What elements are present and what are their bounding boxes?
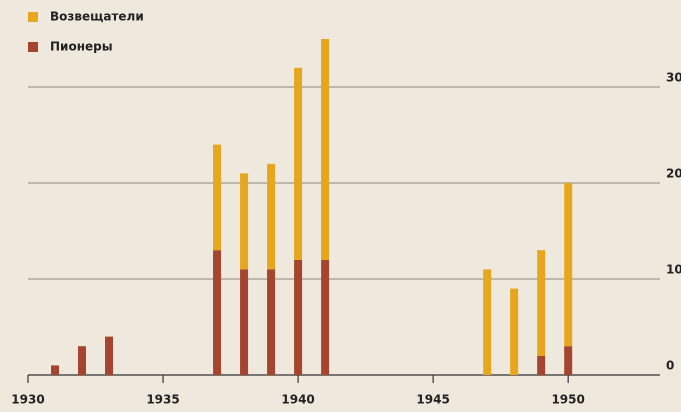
legend-swatch: [28, 12, 38, 22]
bar-segment: [78, 346, 87, 375]
bar-segment: [51, 365, 60, 375]
y-tick-label: 10: [666, 263, 681, 277]
bar-segment: [564, 183, 573, 347]
x-tick-label: 1930: [11, 393, 44, 407]
bar-segment: [105, 336, 114, 375]
y-tick-label: 20: [666, 167, 681, 181]
y-tick-label: 0: [666, 359, 674, 373]
bar-segment: [213, 250, 222, 375]
bar-segment: [321, 39, 330, 260]
x-tick-label: 1940: [281, 393, 314, 407]
bar-segment: [294, 259, 303, 375]
bar-segment: [537, 250, 546, 356]
x-tick-label: 1950: [551, 393, 584, 407]
bar-segment: [564, 346, 573, 375]
legend-swatch: [28, 42, 38, 52]
bar-segment: [510, 288, 519, 375]
bar-segment: [483, 269, 492, 375]
legend-label: Пионеры: [50, 40, 113, 54]
bar-segment: [213, 144, 222, 251]
bar-segment: [321, 259, 330, 375]
bar-segment: [267, 163, 276, 270]
bar-segment: [240, 173, 249, 270]
x-tick-label: 1935: [146, 393, 179, 407]
bar-segment: [267, 269, 276, 375]
y-tick-label: 30: [666, 71, 681, 85]
bar-segment: [537, 355, 546, 375]
bar-segment: [294, 67, 303, 260]
legend-label: Возвещатели: [50, 10, 144, 24]
bar-segment: [240, 269, 249, 375]
x-tick-label: 1945: [416, 393, 449, 407]
